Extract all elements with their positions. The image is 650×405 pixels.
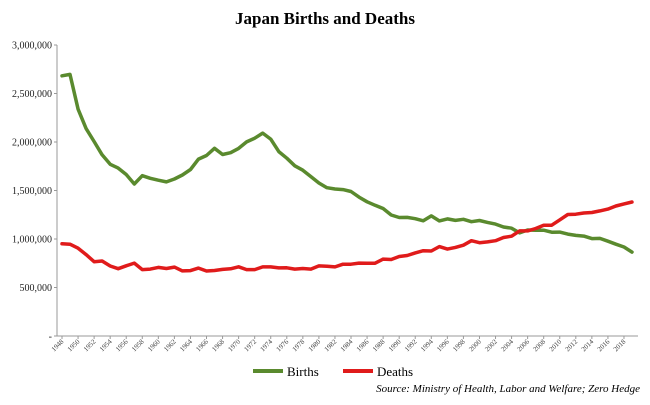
x-tick-label: 2012	[564, 337, 580, 353]
source-note: Source: Ministry of Health, Labor and We…	[376, 383, 640, 395]
x-tick-label: 1956	[114, 337, 130, 353]
y-tick-label: 3,000,000	[12, 41, 52, 52]
x-tick-label: 2008	[532, 337, 548, 353]
x-tick-label: 1952	[82, 337, 98, 353]
x-tick-label: 1988	[371, 337, 387, 353]
x-tick-label: 2002	[483, 337, 499, 353]
x-tick-label: 2004	[499, 337, 515, 353]
x-tick-label: 1998	[451, 337, 467, 353]
x-tick-label: 1994	[419, 337, 435, 353]
series-lines	[60, 72, 634, 273]
x-tick-label: 1966	[194, 337, 210, 353]
series-line-deaths	[60, 200, 634, 273]
y-tick-label: -	[49, 332, 52, 343]
y-tick-label: 1,500,000	[12, 186, 52, 197]
y-tick-label: 2,000,000	[12, 138, 52, 149]
x-tick-label: 2018	[612, 337, 628, 353]
x-tick-label: 1990	[387, 337, 403, 353]
x-tick-label: 2016	[596, 337, 612, 353]
x-tick-label: 1996	[435, 337, 451, 353]
x-tick-label: 1972	[243, 337, 259, 353]
x-tick-label: 1982	[323, 337, 339, 353]
x-tick-label: 2006	[515, 337, 531, 353]
x-tick-label: 1974	[259, 337, 275, 353]
x-tick-label: 2010	[548, 337, 564, 353]
y-tick-label: 1,000,000	[12, 235, 52, 246]
x-tick-label: 1960	[146, 337, 162, 353]
y-tick-label: 2,500,000	[12, 89, 52, 100]
x-tick-label: 1958	[130, 337, 146, 353]
x-tick-label: 2014	[580, 337, 596, 353]
x-axis-ticks: 1948 1950 1952 1954 1956 1958 1960 1962 1964 1966…	[50, 336, 628, 353]
x-tick-label: 1964	[178, 337, 194, 353]
x-tick-label: 1976	[275, 337, 291, 353]
x-tick-label: 1986	[355, 337, 371, 353]
x-tick-label: 1962	[162, 337, 178, 353]
legend: Births Deaths	[253, 364, 413, 379]
y-tick-label: 500,000	[20, 283, 53, 294]
legend-label-births: Births	[287, 364, 319, 379]
legend-label-deaths: Deaths	[377, 364, 413, 379]
x-tick-label: 1980	[307, 337, 323, 353]
x-tick-label: 1950	[66, 337, 82, 353]
x-tick-label: 1970	[226, 337, 242, 353]
x-tick-label: 1984	[339, 337, 355, 353]
series-line-births	[60, 72, 634, 254]
y-axis-ticks: 3,000,000 2,500,000 2,000,000 1,500,000 1,00…	[12, 41, 57, 343]
x-tick-label: 1948	[50, 337, 66, 353]
x-tick-label: 1954	[98, 337, 114, 353]
x-tick-label: 1968	[210, 337, 226, 353]
x-tick-label: 1978	[291, 337, 307, 353]
x-tick-label: 2000	[467, 337, 483, 353]
x-tick-label: 1992	[403, 337, 419, 353]
chart-title: Japan Births and Deaths	[235, 9, 415, 28]
